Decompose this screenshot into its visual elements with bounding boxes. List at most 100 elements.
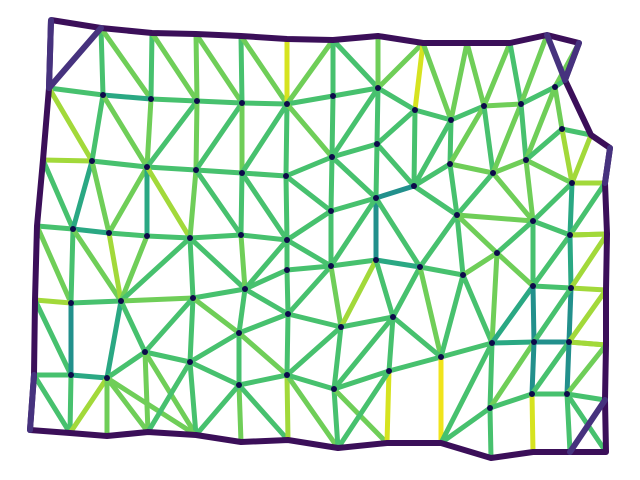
mesh-edge — [104, 375, 151, 435]
mesh-edge — [523, 157, 575, 186]
mesh-edge — [411, 161, 453, 189]
mesh-edge — [89, 158, 112, 236]
mesh-node — [460, 272, 466, 278]
mesh-node — [412, 107, 418, 113]
mesh-edge — [487, 340, 495, 411]
mesh-node — [144, 233, 150, 239]
mesh-edge — [559, 126, 575, 186]
mesh-node — [328, 208, 334, 214]
mesh-edge — [238, 232, 290, 243]
mesh-node — [194, 98, 200, 104]
mesh-edge — [447, 103, 487, 167]
mesh-node — [239, 170, 245, 176]
mesh-edge — [481, 40, 513, 109]
mesh-edge — [284, 372, 341, 451]
mesh-edge — [384, 368, 392, 446]
mesh-edge — [190, 286, 248, 301]
mesh-edge — [285, 311, 344, 330]
mesh-edge — [329, 85, 381, 160]
mesh-edge — [68, 298, 124, 306]
mesh-edges — [31, 25, 610, 461]
mesh-edge — [567, 231, 610, 238]
mesh-edge — [67, 375, 110, 436]
mesh-corner-edge — [567, 397, 608, 455]
mesh-edge — [487, 405, 494, 461]
mesh-edge — [417, 264, 444, 360]
mesh-edge — [564, 391, 608, 403]
mesh-edge — [70, 158, 95, 232]
mesh-edge — [559, 126, 594, 138]
mesh-edge — [34, 223, 74, 306]
mesh-edge — [438, 272, 466, 360]
mesh-edge — [68, 372, 110, 381]
mesh-node — [454, 212, 460, 218]
mesh-node — [530, 283, 536, 289]
mesh-edge — [523, 84, 558, 163]
mesh-edge — [31, 372, 73, 436]
mesh-edge — [70, 226, 124, 304]
mesh-edge — [567, 232, 574, 291]
mesh-node — [552, 84, 558, 90]
mesh-edge — [106, 230, 150, 239]
mesh-edge — [236, 330, 290, 378]
mesh-corner-edge — [562, 40, 582, 83]
mesh-edge — [447, 117, 454, 167]
mesh-edge — [412, 107, 454, 123]
mesh-node — [285, 311, 291, 317]
mesh-edge — [148, 30, 155, 102]
mesh-edge — [284, 267, 291, 317]
mesh-edge — [100, 92, 150, 170]
mesh-edge — [375, 85, 418, 113]
mesh-edge — [567, 180, 608, 238]
mesh-edge — [190, 295, 242, 336]
mesh-edge — [193, 167, 244, 238]
mesh-edge — [148, 96, 200, 104]
mesh-edge — [460, 250, 500, 278]
mesh-edge — [529, 339, 537, 397]
mesh-edge — [144, 233, 193, 241]
mesh-edge — [529, 391, 536, 455]
mesh-edge — [239, 101, 290, 176]
mesh-edge — [238, 33, 290, 107]
mesh-node — [187, 359, 193, 365]
mesh-node — [89, 158, 95, 164]
mesh-edge — [438, 340, 495, 360]
mesh-edge — [411, 183, 460, 218]
mesh-edge — [567, 180, 575, 238]
mesh-edge — [149, 30, 200, 104]
mesh-edge — [32, 297, 74, 306]
mesh-edge — [329, 141, 380, 160]
mesh-edge — [242, 267, 290, 292]
mesh-node — [142, 349, 148, 355]
mesh-node — [330, 93, 336, 99]
mesh-node — [338, 324, 344, 330]
mesh-edge — [98, 25, 106, 98]
mesh-node — [236, 382, 242, 388]
mesh-edge — [454, 212, 500, 256]
mesh-edge — [481, 101, 524, 109]
mesh-node — [531, 339, 537, 345]
mesh-edge — [70, 226, 112, 236]
mesh-edge — [568, 285, 609, 293]
mesh-node — [487, 405, 493, 411]
mesh-edge — [564, 342, 609, 397]
mesh-edge — [236, 382, 291, 443]
mesh-edge — [494, 250, 536, 289]
mesh-node — [331, 386, 337, 392]
mesh-edge — [284, 93, 336, 107]
mesh-edge — [328, 195, 379, 214]
mesh-corner-edge — [46, 25, 104, 91]
mesh-edge — [328, 263, 344, 330]
mesh-edge — [529, 339, 572, 397]
mesh-node — [373, 195, 379, 201]
mesh-edge — [142, 295, 196, 355]
mesh-edge — [284, 324, 344, 378]
mesh-edge — [118, 233, 150, 304]
mesh-edge — [145, 359, 193, 435]
mesh-edge — [98, 25, 154, 102]
mesh-nodes — [68, 84, 575, 411]
mesh-edge — [284, 37, 336, 107]
mesh-node — [284, 237, 290, 243]
mesh-edge — [104, 375, 199, 438]
mesh-edge — [106, 164, 150, 236]
